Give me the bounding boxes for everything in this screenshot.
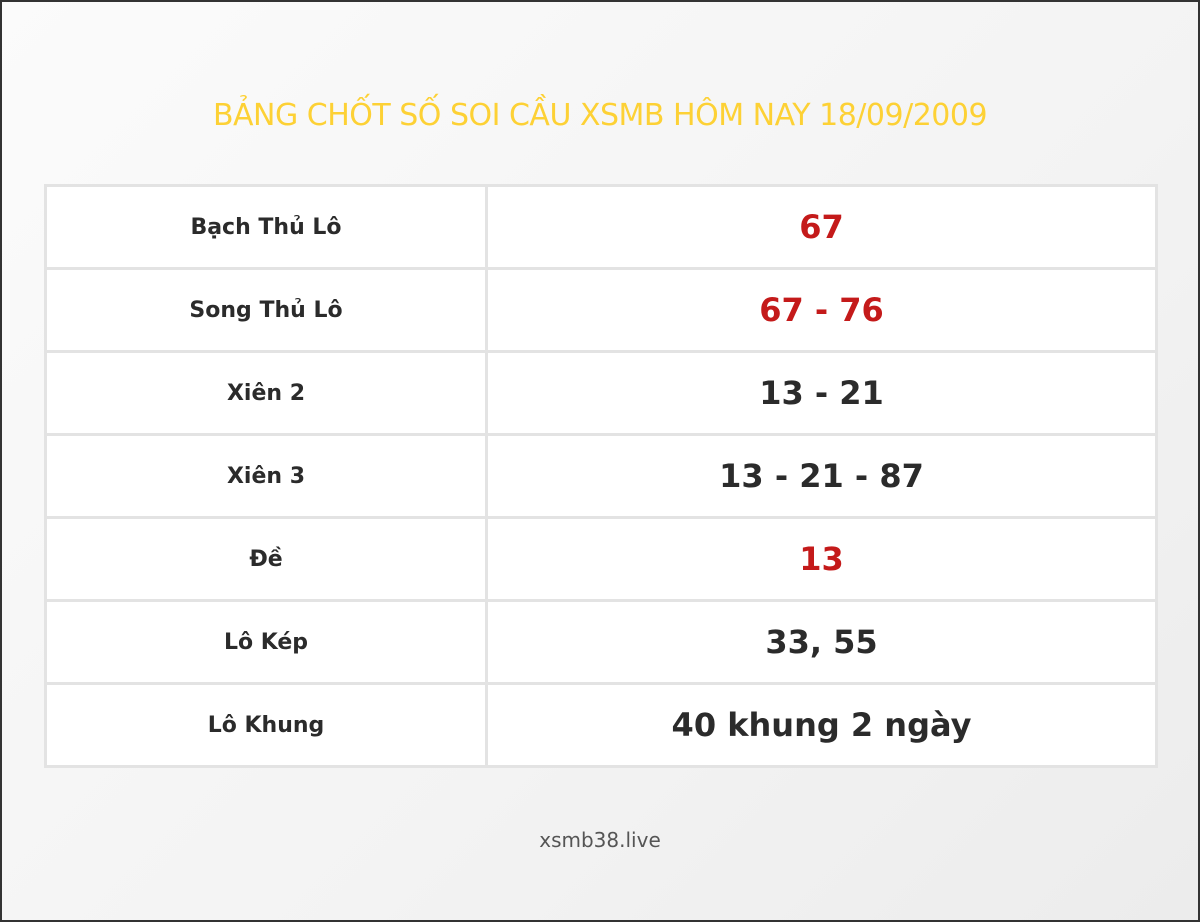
row-label: Lô Khung	[44, 682, 488, 768]
row-value: 40 khung 2 ngày	[485, 682, 1158, 768]
row-label: Bạch Thủ Lô	[44, 184, 488, 270]
prediction-table: Bạch Thủ Lô 67 Song Thủ Lô 67 - 76 Xiên 2 13 …	[44, 184, 1158, 768]
table-row: Lô Khung 40 khung 2 ngày	[44, 682, 1158, 768]
table-row: Đề 13	[44, 516, 1158, 602]
table-row: Xiên 3 13 - 21 - 87	[44, 433, 1158, 519]
row-label: Xiên 2	[44, 350, 488, 436]
row-value: 13 - 21 - 87	[485, 433, 1158, 519]
table-row: Bạch Thủ Lô 67	[44, 184, 1158, 270]
row-value: 67	[485, 184, 1158, 270]
row-value: 13 - 21	[485, 350, 1158, 436]
row-value: 67 - 76	[485, 267, 1158, 353]
row-label: Đề	[44, 516, 488, 602]
row-value: 33, 55	[485, 599, 1158, 685]
row-value: 13	[485, 516, 1158, 602]
page-title: BẢNG CHỐT SỐ SOI CẦU XSMB HÔM NAY 18/09/…	[212, 98, 988, 133]
row-label: Lô Kép	[44, 599, 488, 685]
site-watermark: xsmb38.live	[539, 828, 661, 852]
table-row: Lô Kép 33, 55	[44, 599, 1158, 685]
table-row: Song Thủ Lô 67 - 76	[44, 267, 1158, 353]
table-row: Xiên 2 13 - 21	[44, 350, 1158, 436]
row-label: Xiên 3	[44, 433, 488, 519]
row-label: Song Thủ Lô	[44, 267, 488, 353]
